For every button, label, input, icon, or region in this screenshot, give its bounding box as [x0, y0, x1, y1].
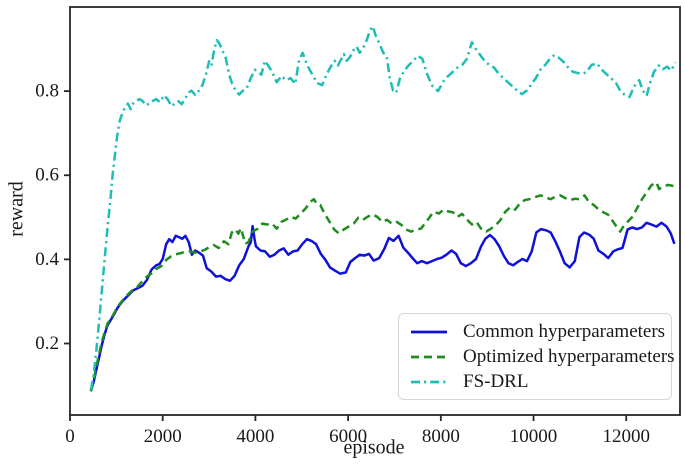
legend-line-fsdrl-icon [411, 380, 447, 383]
legend-line-optimized-icon [411, 355, 447, 358]
legend: Common hyperparameters Optimized hyperpa… [398, 313, 675, 400]
x-tick-label: 0 [65, 426, 75, 447]
series-line-0 [89, 221, 676, 391]
series-line-2 [89, 25, 677, 391]
x-axis-label: episode [343, 436, 405, 459]
legend-item-optimized: Optimized hyperparameters [410, 347, 675, 366]
y-tick-label: 0.2 [35, 333, 59, 354]
y-axis-label: reward [5, 181, 28, 237]
y-tick-label: 0.4 [35, 249, 59, 270]
x-tick-label: 2000 [144, 426, 182, 447]
y-tick-label: 0.6 [35, 165, 59, 186]
legend-item-common: Common hyperparameters [410, 321, 666, 342]
y-tick-label: 0.8 [35, 81, 59, 102]
legend-label-common: Common hyperparameters [463, 321, 666, 342]
x-tick-label: 12000 [602, 426, 650, 447]
x-tick-label: 8000 [422, 426, 460, 447]
x-tick-label: 4000 [236, 426, 274, 447]
x-tick-label: 6000 [329, 426, 367, 447]
series-line-1 [89, 181, 675, 392]
legend-label-optimized: Optimized hyperparameters [463, 346, 675, 367]
plot-frame [69, 6, 681, 416]
legend-label-fsdrl: FS-DRL [463, 371, 529, 392]
legend-line-common-icon [411, 330, 447, 333]
x-tick-label: 10000 [510, 426, 558, 447]
legend-item-fsdrl: FS-DRL [410, 372, 663, 391]
